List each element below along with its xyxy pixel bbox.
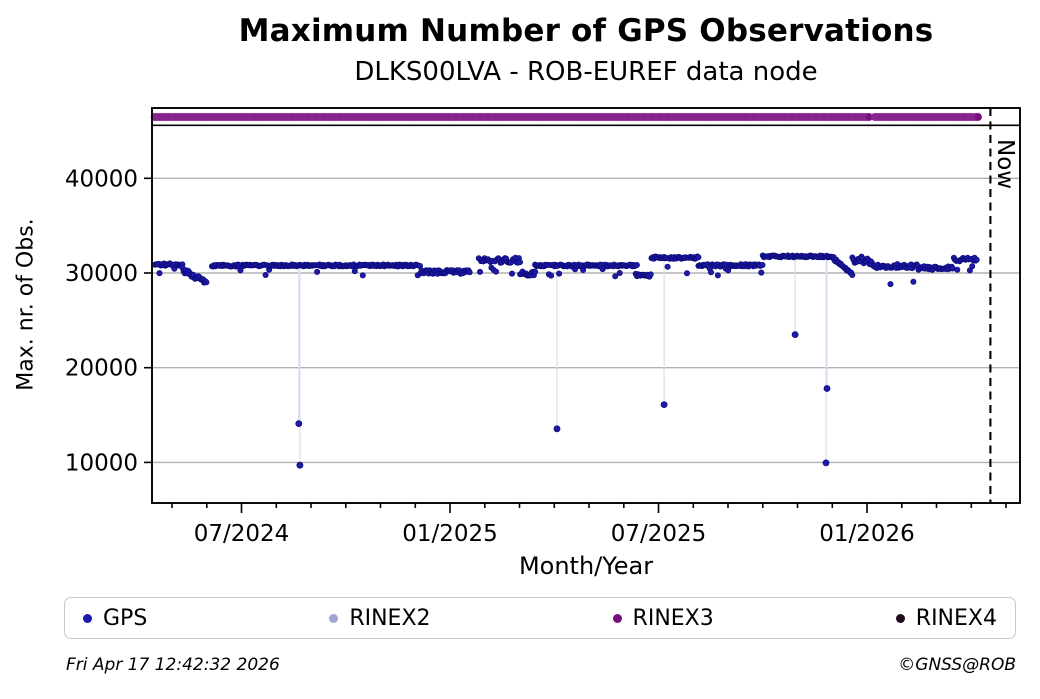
x-tick-label: 07/2025 xyxy=(611,521,707,547)
gps-points xyxy=(152,252,980,469)
legend-marker-rinex4 xyxy=(895,613,905,623)
page-subtitle: DLKS00LVA - ROB-EUREF data node xyxy=(354,57,818,87)
legend-marker-gps xyxy=(83,613,92,623)
footer-credit: ©GNSS@ROB xyxy=(898,655,1016,675)
rinex3-band xyxy=(150,112,983,122)
legend-marker-rinex2 xyxy=(329,613,339,623)
footer-timestamp: Fri Apr 17 12:42:32 2026 xyxy=(66,655,280,675)
legend-label: RINEX2 xyxy=(349,605,431,631)
legend: GPS RINEX2 RINEX3 RINEX4 xyxy=(64,597,1016,639)
y-tick-label: 10000 xyxy=(65,450,138,476)
legend-item-gps: GPS xyxy=(83,606,147,631)
legend-marker-rinex3 xyxy=(612,613,622,623)
y-tick-label: 30000 xyxy=(65,261,138,287)
now-label: Now xyxy=(992,139,1018,190)
x-axis-label: Month/Year xyxy=(518,552,654,580)
legend-item-rinex4: RINEX4 xyxy=(895,605,997,631)
chart-svg: 10000 20000 30000 40000 07/2024 01/2025 07/202… xyxy=(65,107,1021,547)
plot-frame xyxy=(151,107,1021,504)
legend-label: RINEX4 xyxy=(915,605,997,631)
y-tick-label: 40000 xyxy=(65,166,138,192)
legend-item-rinex2: RINEX2 xyxy=(329,605,431,631)
y-tick-label: 20000 xyxy=(65,356,138,382)
x-tick-label: 01/2026 xyxy=(819,521,915,547)
x-tick-label: 01/2025 xyxy=(402,521,498,547)
y-axis-label: Max. nr. of Obs. xyxy=(13,218,39,391)
legend-item-rinex3: RINEX3 xyxy=(612,605,714,631)
page-title: Maximum Number of GPS Observations xyxy=(238,13,934,49)
legend-label: GPS xyxy=(103,605,148,631)
x-tick-label: 07/2024 xyxy=(194,521,290,547)
legend-label: RINEX3 xyxy=(632,605,714,631)
